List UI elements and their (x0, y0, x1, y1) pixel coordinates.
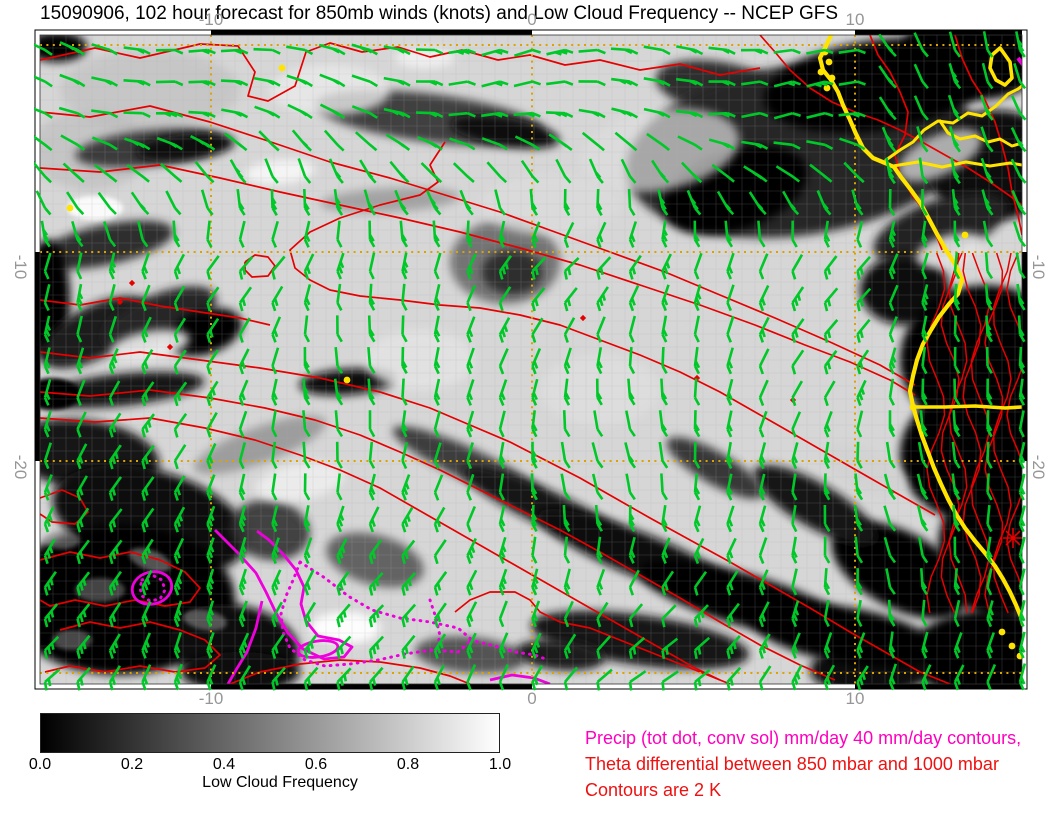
axis-tick-bottom-0: -10 (198, 689, 224, 708)
legend-theta-line: Theta differential between 850 mbar and … (585, 754, 999, 774)
axis-tick-top-1: 0 (527, 10, 537, 29)
page-title: 15090906, 102 hour forecast for 850mb wi… (40, 3, 839, 24)
axis-tick-right-0: -10 (1029, 254, 1048, 280)
legend-precip-line: Precip (tot dot, conv sol) mm/day 40 mm/… (585, 728, 1022, 748)
axis-tick-left-0: -10 (11, 254, 30, 280)
axis-tick-left-1: -20 (11, 454, 30, 480)
axis-tick-top-0: -10 (198, 10, 224, 29)
colorbar-label: Low Cloud Frequency (202, 774, 358, 791)
colorbar-tick-1: 0.2 (120, 756, 144, 773)
colorbar-tick-5: 1.0 (488, 756, 512, 773)
axis-tick-bottom-2: 10 (845, 689, 865, 708)
colorbar-tick-4: 0.8 (396, 756, 420, 773)
axis-tick-bottom-1: 0 (527, 689, 537, 708)
colorbar-tick-2: 0.4 (212, 756, 236, 773)
axis-tick-right-1: -20 (1029, 454, 1048, 480)
legend-contour-interval-line: Contours are 2 K (585, 780, 722, 800)
axis-tick-top-2: 10 (845, 10, 865, 29)
colorbar-tick-0: 0.0 (28, 756, 52, 773)
cloud-frequency-colorbar (40, 713, 500, 753)
colorbar-tick-3: 0.6 (304, 756, 328, 773)
legend-block: Precip (tot dot, conv sol) mm/day 40 mm/… (585, 725, 1021, 803)
forecast-map-svg (34, 29, 1028, 691)
